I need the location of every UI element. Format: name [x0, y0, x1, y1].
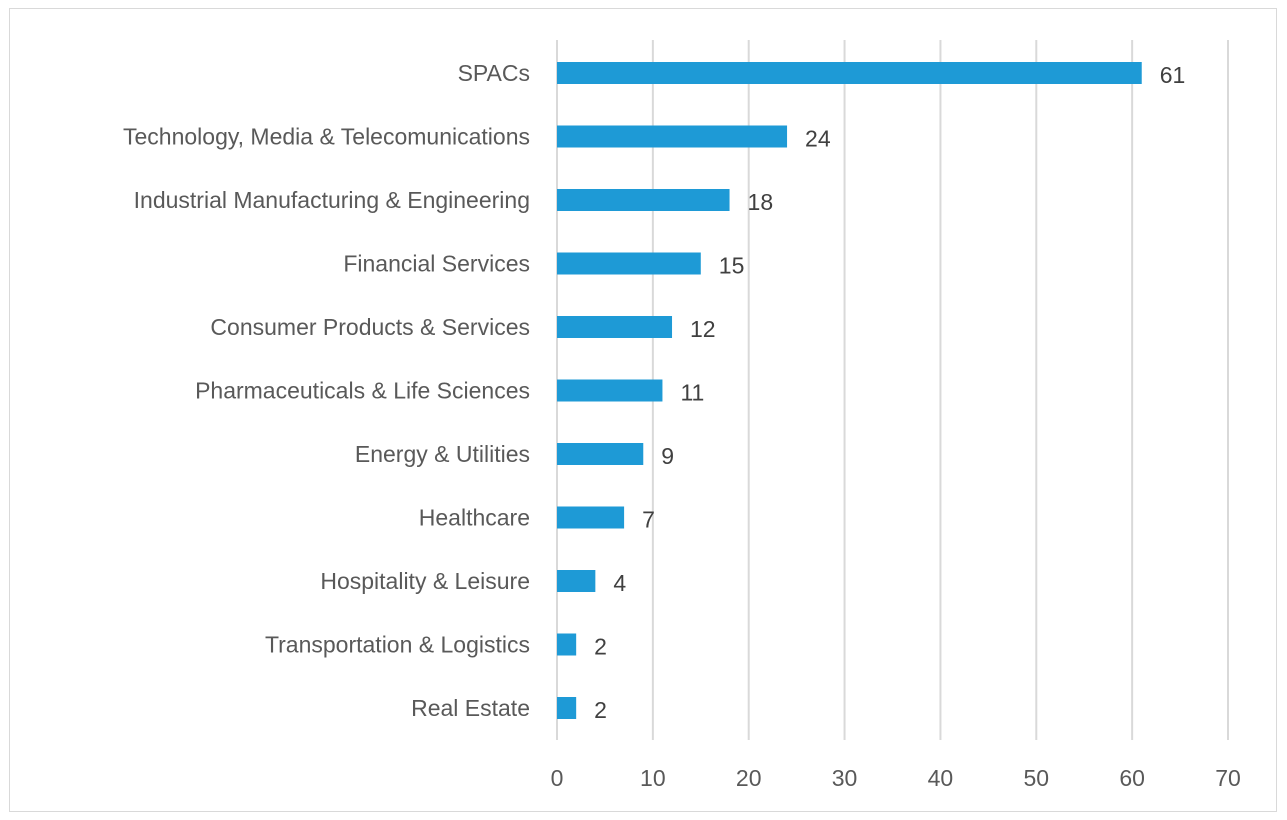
- x-tick-label: 60: [1119, 765, 1145, 791]
- bar: [557, 316, 673, 338]
- category-label: Consumer Products & Services: [210, 314, 530, 340]
- x-tick-label: 50: [1023, 765, 1049, 791]
- category-label: Financial Services: [343, 251, 530, 277]
- data-label: 61: [1160, 62, 1186, 88]
- data-label: 7: [642, 507, 655, 533]
- x-tick-label: 0: [551, 765, 564, 791]
- bar: [557, 443, 644, 465]
- bar: [557, 570, 596, 592]
- category-label: Transportation & Logistics: [265, 632, 530, 658]
- data-label: 11: [680, 380, 704, 406]
- category-label: Pharmaceuticals & Life Sciences: [195, 378, 530, 404]
- data-label: 18: [748, 189, 774, 215]
- bar: [557, 633, 577, 656]
- data-label: 2: [594, 634, 607, 660]
- category-label: Healthcare: [419, 505, 530, 531]
- category-label: Energy & Utilities: [355, 441, 530, 467]
- data-label: 2: [594, 697, 607, 723]
- x-tick-label: 40: [928, 765, 954, 791]
- x-tick-label: 30: [832, 765, 858, 791]
- data-label: 9: [661, 443, 674, 469]
- category-label: Real Estate: [411, 695, 530, 721]
- category-label: SPACs: [458, 60, 530, 86]
- x-tick-label: 20: [736, 765, 762, 791]
- bar: [557, 189, 730, 211]
- bar: [557, 125, 788, 148]
- data-label: 12: [690, 316, 716, 342]
- category-label: Technology, Media & Telecomunications: [123, 124, 530, 150]
- x-tick-label: 70: [1215, 765, 1241, 791]
- data-label: 4: [613, 570, 626, 596]
- bar: [557, 506, 625, 529]
- bar: [557, 697, 577, 719]
- data-label: 24: [805, 126, 831, 152]
- bar: [557, 62, 1142, 84]
- category-label: Industrial Manufacturing & Engineering: [134, 187, 530, 213]
- category-label: Hospitality & Leisure: [320, 568, 530, 594]
- data-label: 15: [719, 253, 745, 279]
- x-tick-label: 10: [640, 765, 666, 791]
- chart-frame: [9, 8, 1277, 812]
- bar: [557, 379, 663, 402]
- bar: [557, 252, 701, 275]
